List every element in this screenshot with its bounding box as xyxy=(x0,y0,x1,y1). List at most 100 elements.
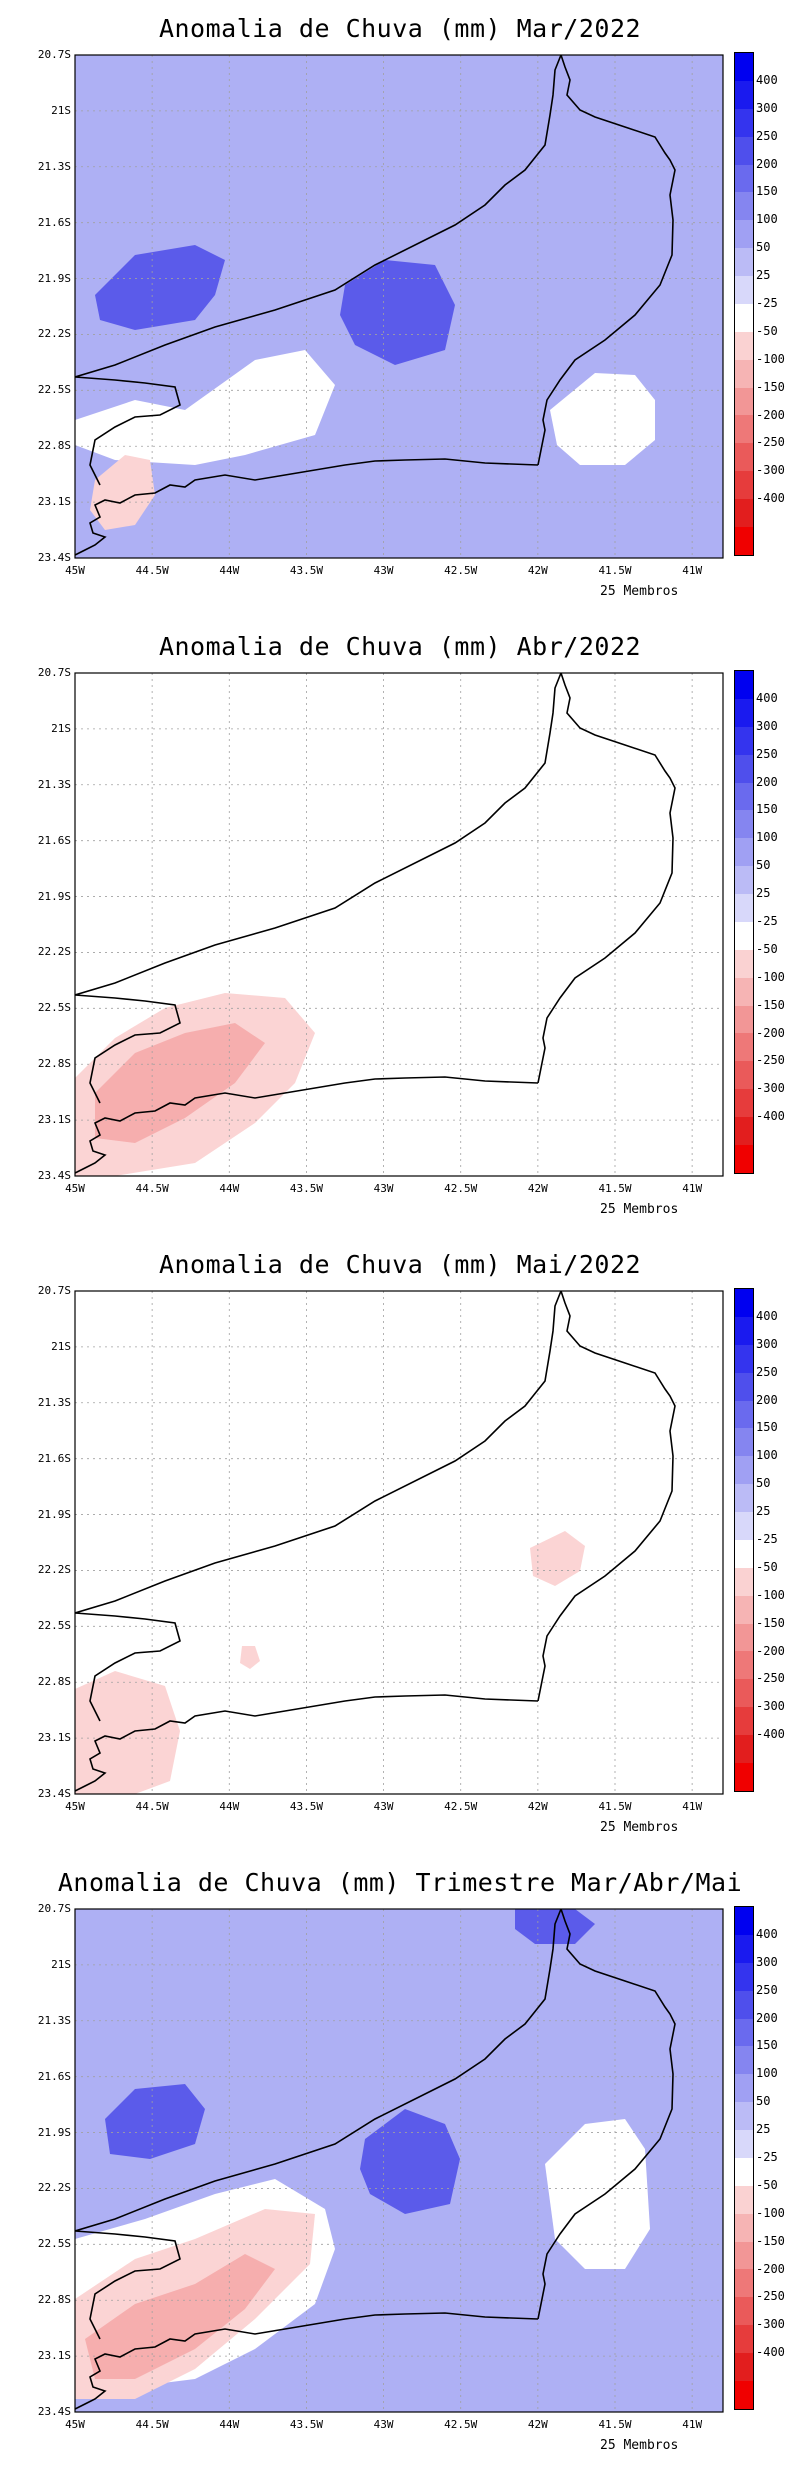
ensemble-members-label: 25 Membros xyxy=(600,2438,679,2453)
map-frame xyxy=(74,1908,724,2413)
lon-tick-label: 41.5W xyxy=(598,1182,632,1195)
map-title: Anomalia de Chuva (mm) Abr/2022 xyxy=(158,632,642,661)
lon-tick-label: 43.5W xyxy=(289,1182,323,1195)
colorbar-swatch xyxy=(735,1005,753,1034)
lat-tick-label: 21.6S xyxy=(37,215,71,229)
state-border xyxy=(75,1612,181,1722)
colorbar-swatch xyxy=(735,1567,753,1596)
coastline-south xyxy=(75,458,539,556)
anomaly-map xyxy=(74,54,724,559)
colorbar-swatch xyxy=(735,1990,753,2019)
colorbar-swatch xyxy=(735,1512,753,1540)
lat-tick-label: 23.4S xyxy=(37,1787,71,1800)
coastline xyxy=(75,55,676,466)
lon-tick-label: 41.5W xyxy=(598,1800,632,1813)
lon-tick-label: 44W xyxy=(219,2418,240,2431)
colorbar-label: -25 xyxy=(756,2150,778,2164)
lat-tick-label: 20.7S xyxy=(37,1284,71,1297)
colorbar-swatch xyxy=(735,331,753,360)
colorbar-swatch xyxy=(735,359,753,388)
lon-tick-label: 44.5W xyxy=(135,564,169,577)
colorbar-swatch xyxy=(735,276,753,304)
colorbar-swatch xyxy=(735,2102,753,2130)
map-panel-march: Anomalia de Chuva (mm) Mar/2022 20.7S 21S 2… xyxy=(0,0,800,618)
lat-tick-label: 21.9S xyxy=(37,2125,71,2139)
anomaly-region xyxy=(340,260,455,365)
colorbar-swatch xyxy=(735,2353,753,2381)
lon-tick-label: 42W xyxy=(527,2418,548,2431)
colorbar-label: 50 xyxy=(756,1476,771,1491)
colorbar-label: -300 xyxy=(756,1699,785,1714)
lon-tick-label: 45W xyxy=(65,1800,85,1813)
colorbar xyxy=(734,1906,754,2410)
colorbar-swatch xyxy=(735,471,753,499)
colorbar-label: 250 xyxy=(756,128,778,143)
lon-tick-label: 44W xyxy=(219,1182,240,1195)
colorbar-swatch xyxy=(735,248,753,276)
lat-tick-label: 21S xyxy=(51,1339,71,1353)
lat-tick-label: 22.5S xyxy=(37,1619,71,1633)
lat-tick-label: 23.4S xyxy=(37,551,71,564)
anomaly-region xyxy=(105,2084,205,2159)
colorbar-label: -300 xyxy=(756,1081,785,1096)
colorbar-label: 100 xyxy=(756,830,778,845)
lat-tick-label: 21.9S xyxy=(37,1507,71,1521)
colorbar-label: 50 xyxy=(756,2094,771,2109)
lat-tick-label: 21.3S xyxy=(37,2013,71,2027)
coastline-south xyxy=(75,1076,539,1174)
lat-tick-label: 22.2S xyxy=(37,1563,71,1577)
colorbar-swatch xyxy=(735,2269,753,2298)
lat-tick-label: 21.3S xyxy=(37,777,71,791)
lon-tick-label: 42.5W xyxy=(444,564,478,577)
colorbar xyxy=(734,1288,754,1792)
lon-tick-label: 44W xyxy=(219,564,240,577)
colorbar-label: 200 xyxy=(756,1392,778,1407)
colorbar-swatch xyxy=(735,2018,753,2047)
colorbar-swatch xyxy=(735,1316,753,1345)
colorbar-label: -50 xyxy=(756,1559,778,1574)
lat-tick-label: 20.7S xyxy=(37,666,71,679)
colorbar-label: 25 xyxy=(756,2122,771,2137)
anomaly-background xyxy=(75,1291,723,1794)
anomaly-region xyxy=(550,373,655,465)
lat-tick-label: 22.2S xyxy=(37,327,71,341)
colorbar-label: 300 xyxy=(756,100,778,115)
colorbar-label: -400 xyxy=(756,491,785,506)
colorbar-swatch xyxy=(735,164,753,193)
map-panel-trimester: Anomalia de Chuva (mm) Trimestre Mar/Abr… xyxy=(0,1854,800,2472)
colorbar-swatch xyxy=(735,2130,753,2158)
colorbar-label: 300 xyxy=(756,1954,778,1969)
coastline-south xyxy=(75,1694,539,1792)
colorbar-swatch xyxy=(735,108,753,137)
colorbar-label: -100 xyxy=(756,969,785,984)
colorbar-swatch xyxy=(735,698,753,727)
lon-tick-label: 43.5W xyxy=(289,1800,323,1813)
colorbar-swatch xyxy=(735,1400,753,1429)
colorbar-swatch xyxy=(735,1372,753,1401)
colorbar-swatch xyxy=(735,443,753,472)
colorbar-label: 400 xyxy=(756,1926,778,1941)
coastline-south xyxy=(75,2312,539,2410)
colorbar-swatch xyxy=(735,2185,753,2214)
state-border xyxy=(75,2230,181,2340)
colorbar-swatch xyxy=(735,1484,753,1512)
colorbar-swatch xyxy=(735,2241,753,2270)
colorbar-label: 25 xyxy=(756,886,771,901)
colorbar xyxy=(734,670,754,1174)
lon-tick-label: 41W xyxy=(682,1800,703,1813)
colorbar-swatch xyxy=(735,53,753,81)
colorbar-label: -400 xyxy=(756,2345,785,2360)
colorbar-swatch xyxy=(735,1907,753,1935)
colorbar-label: -25 xyxy=(756,1532,778,1546)
colorbar-label: 200 xyxy=(756,2010,778,2025)
lon-tick-label: 44.5W xyxy=(135,1182,169,1195)
colorbar-label: -50 xyxy=(756,2177,778,2192)
colorbar xyxy=(734,52,754,556)
coastline xyxy=(75,673,676,1084)
colorbar-swatch xyxy=(735,303,753,332)
colorbar-swatch xyxy=(735,136,753,165)
colorbar-label: 50 xyxy=(756,858,771,873)
anomaly-region xyxy=(75,1671,180,1794)
lat-tick-label: 20.7S xyxy=(37,1902,71,1915)
colorbar-swatch xyxy=(735,866,753,894)
